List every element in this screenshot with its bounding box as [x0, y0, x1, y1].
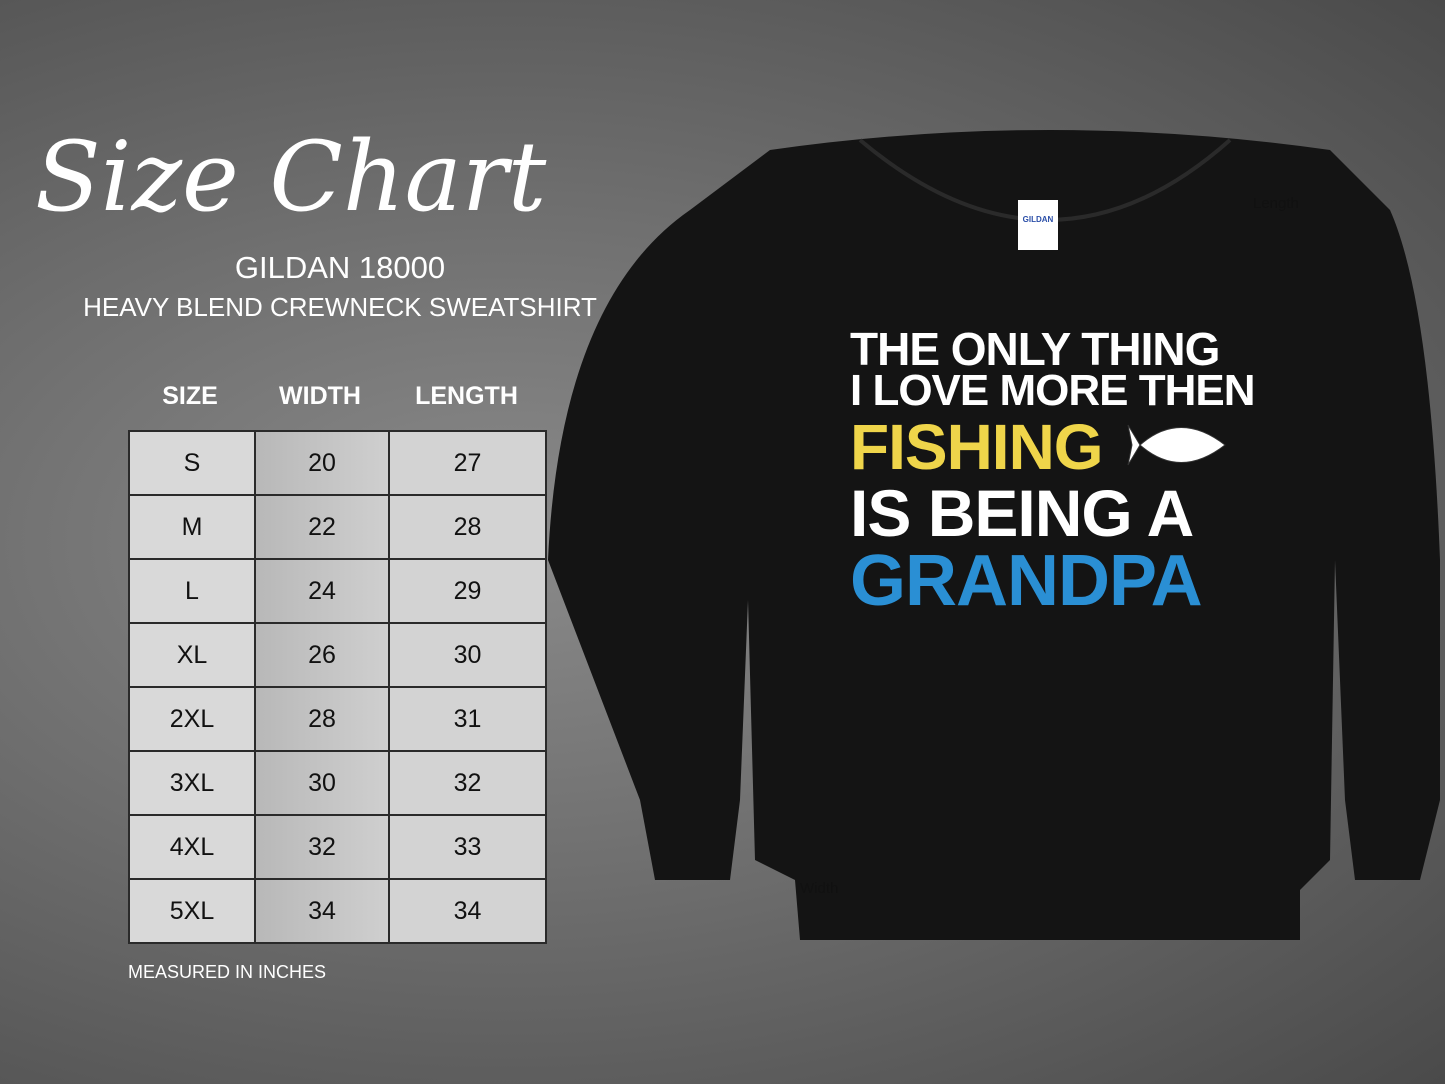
size-cell: M [128, 494, 256, 560]
length-cell: 30 [388, 622, 547, 688]
slogan-line-1: THE ONLY THING [850, 323, 1220, 375]
size-cell: 5XL [128, 878, 256, 944]
length-cell: 34 [388, 878, 547, 944]
length-cell: 29 [388, 558, 547, 624]
sweatshirt-body [548, 130, 1440, 940]
size-cell: XL [128, 622, 256, 688]
width-cell: 34 [254, 878, 390, 944]
width-label: Width [800, 880, 839, 897]
length-cell: 33 [388, 814, 547, 880]
size-cell: 4XL [128, 814, 256, 880]
length-cell: 27 [388, 430, 547, 496]
width-cell: 24 [254, 558, 390, 624]
length-cell: 31 [388, 686, 547, 752]
length-cell: 28 [388, 494, 547, 560]
table-row: 5XL 34 34 [128, 878, 547, 944]
header-length: LENGTH [415, 382, 518, 410]
table-row: 4XL 32 33 [128, 814, 547, 880]
table-row: XL 26 30 [128, 622, 547, 688]
table-row: 2XL 28 31 [128, 686, 547, 752]
slogan-line-3: FISHING [850, 411, 1104, 483]
size-cell: L [128, 558, 256, 624]
length-cell: 32 [388, 750, 547, 816]
length-label: Length [1253, 195, 1299, 212]
size-chart-title: Size Chart [35, 121, 547, 233]
width-cell: 26 [254, 622, 390, 688]
brand-name: GILDAN 18000 [234, 250, 446, 285]
table-row: L 24 29 [128, 558, 547, 624]
slogan-line-5: GRANDPA [850, 541, 1203, 621]
slogan-line-4: IS BEING A [850, 476, 1194, 550]
table-row: S 20 27 [128, 430, 547, 496]
table-row: M 22 28 [128, 494, 547, 560]
width-cell: 28 [254, 686, 390, 752]
width-cell: 30 [254, 750, 390, 816]
table-row: 3XL 30 32 [128, 750, 547, 816]
size-cell: 3XL [128, 750, 256, 816]
product-name: HEAVY BLEND CREWNECK SWEATSHIRT [83, 292, 597, 322]
svg-text:Size Chart: Size Chart [35, 121, 547, 233]
gildan-tag [1018, 200, 1058, 250]
width-cell: 20 [254, 430, 390, 496]
header-size: SIZE [162, 382, 218, 410]
width-cell: 22 [254, 494, 390, 560]
size-cell: S [128, 430, 256, 496]
slogan-line-2: I LOVE MORE THEN [850, 366, 1255, 415]
svg-text:GILDAN: GILDAN [1023, 215, 1054, 224]
size-cell: 2XL [128, 686, 256, 752]
header-width: WIDTH [279, 382, 361, 410]
size-table: S 20 27 M 22 28 L 24 29 XL 26 30 2XL 28 31 3XL 30 32 4XL 32… [128, 430, 547, 944]
fish-icon [1127, 424, 1226, 466]
measurement-note: MEASURED IN INCHES [128, 962, 327, 982]
width-cell: 32 [254, 814, 390, 880]
